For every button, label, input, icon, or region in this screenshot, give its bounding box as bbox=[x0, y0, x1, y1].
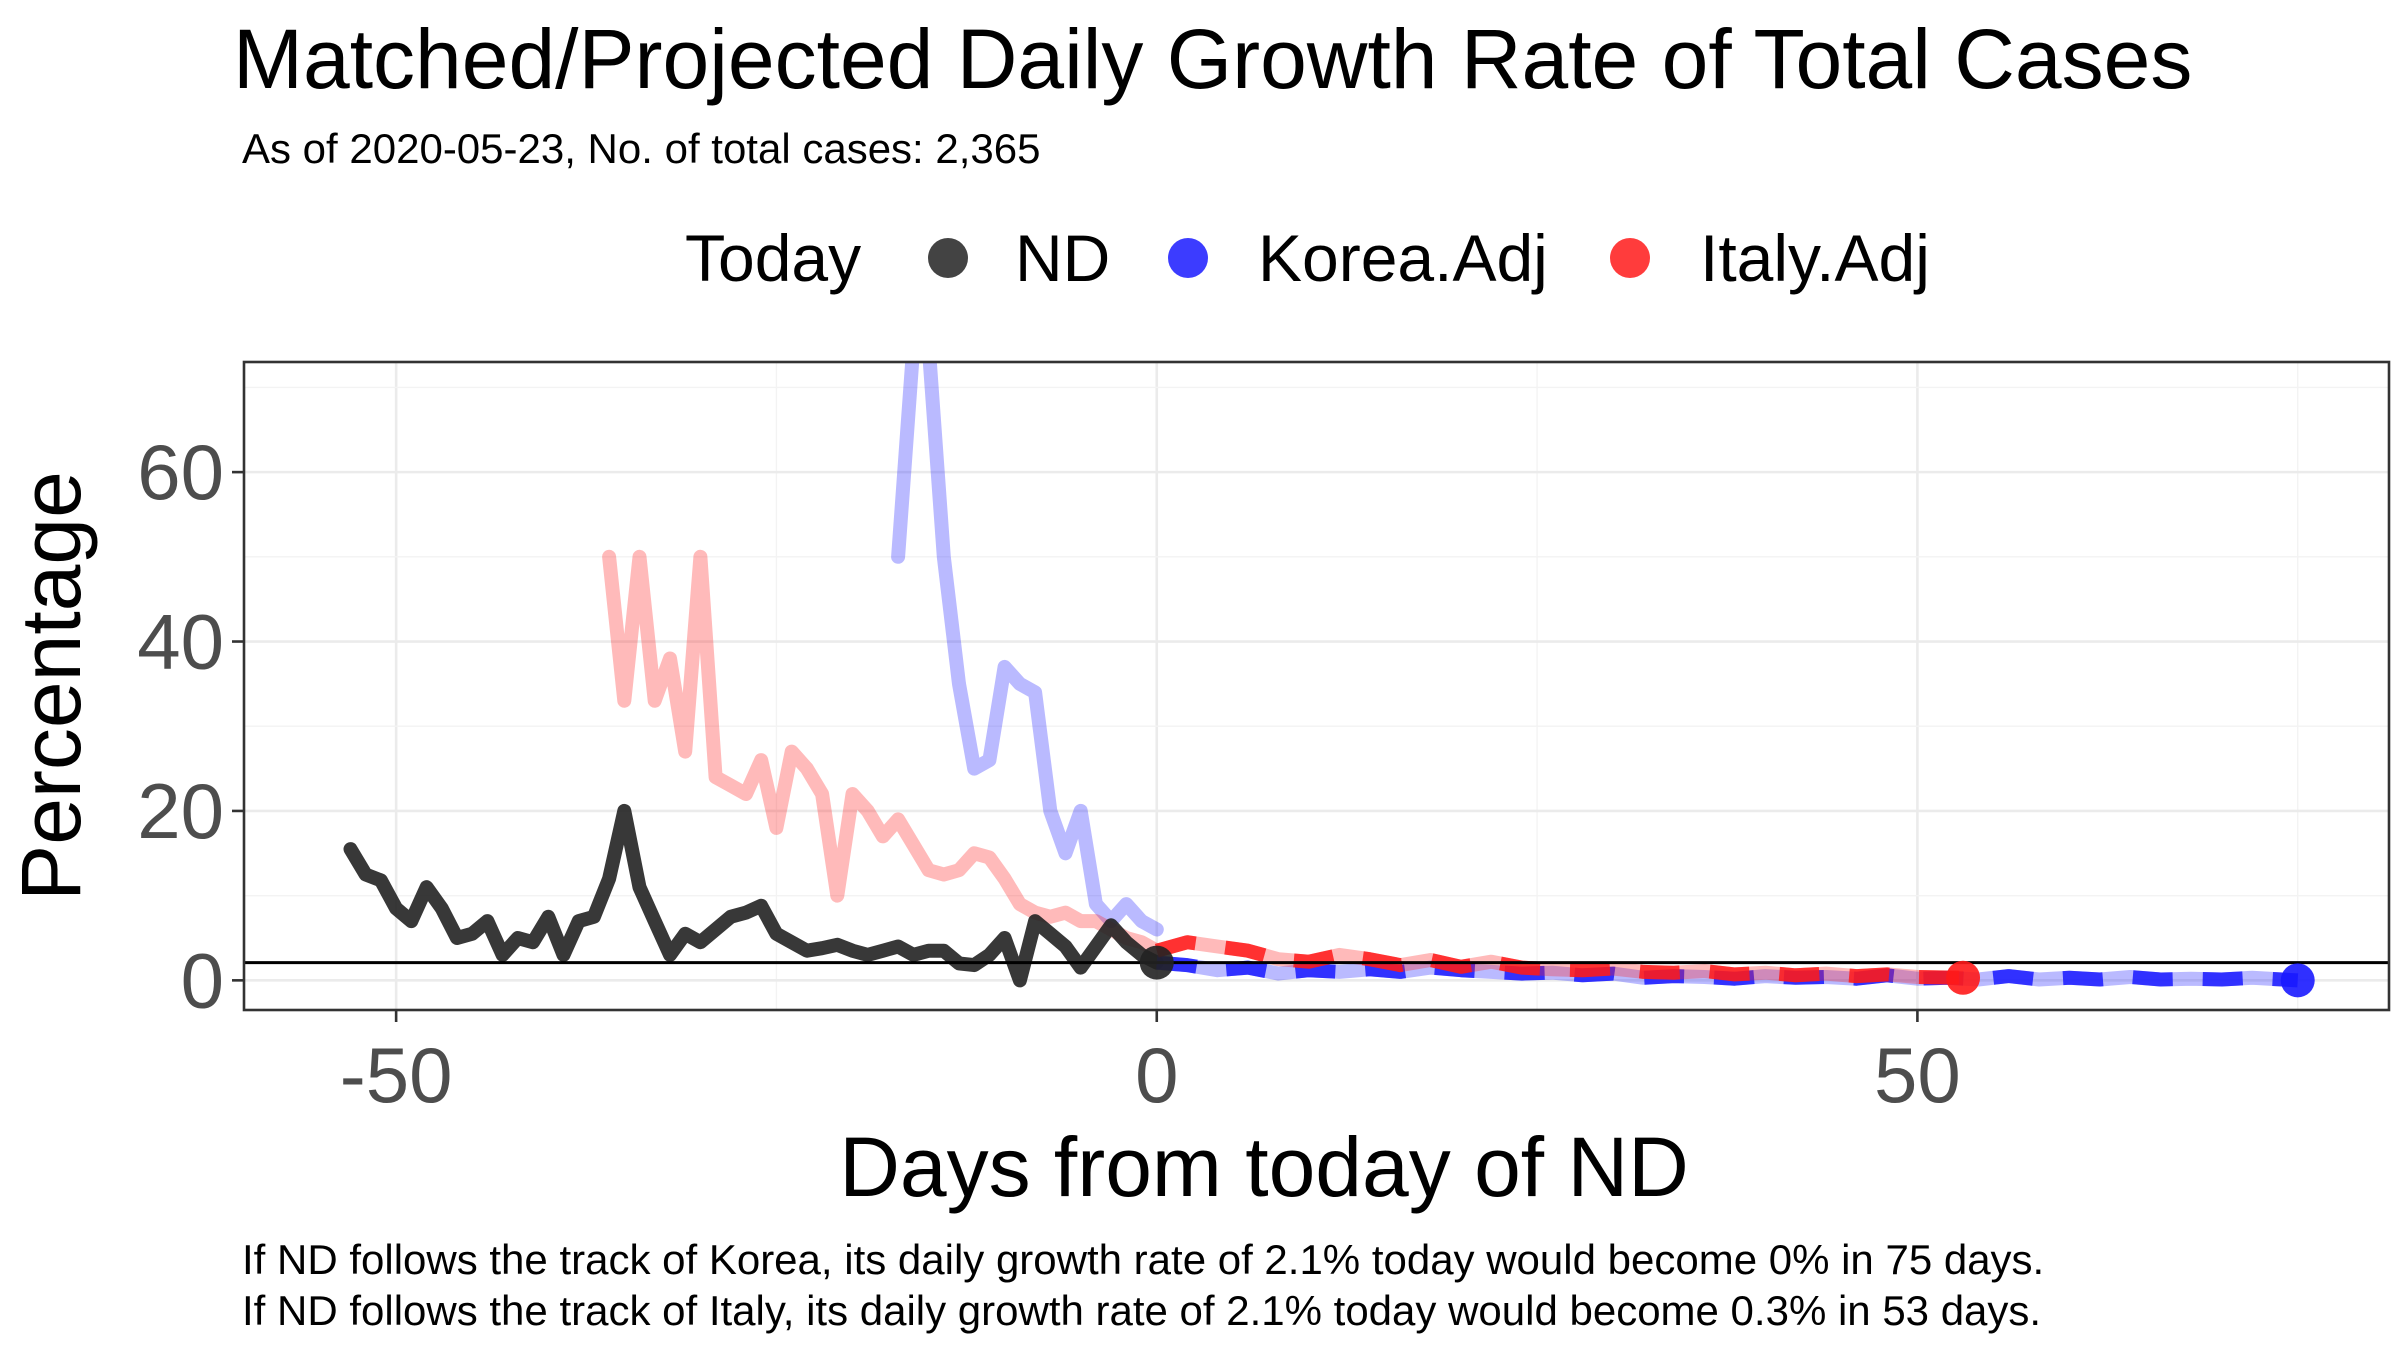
series-nd-history-line bbox=[343, 803, 1164, 988]
x-axis: -50 0 50 bbox=[340, 1010, 1961, 1119]
legend-italy-marker bbox=[1610, 238, 1650, 278]
chart-subtitle: As of 2020-05-23, No. of total cases: 2,… bbox=[242, 125, 1041, 172]
x-axis-title: Days from today of ND bbox=[839, 1120, 1689, 1214]
y-tick-label: 40 bbox=[137, 598, 224, 686]
caption-korea: If ND follows the track of Korea, its da… bbox=[242, 1236, 2044, 1283]
endpoint-italy-adj-marker bbox=[1946, 960, 1981, 995]
plot-background bbox=[244, 362, 2389, 1010]
y-axis: 0 20 40 60 bbox=[137, 428, 244, 1024]
series-italy-adj-history-line bbox=[602, 549, 1164, 958]
series-italy-adj-projection-band bbox=[1154, 935, 1964, 985]
y-tick-label: 20 bbox=[137, 767, 224, 855]
legend-italy-label: Italy.Adj bbox=[1700, 221, 1930, 295]
plot-border bbox=[242, 360, 2391, 1012]
caption-italy: If ND follows the track of Italy, its da… bbox=[242, 1287, 2041, 1334]
chart-title: Matched/Projected Daily Growth Rate of T… bbox=[233, 12, 2192, 106]
endpoint-nd-marker bbox=[1139, 945, 1174, 980]
y-tick-label: 0 bbox=[181, 936, 224, 1024]
endpoint-korea-adj-marker bbox=[2280, 963, 2315, 998]
y-tick-label: 60 bbox=[137, 428, 224, 516]
legend-nd-marker bbox=[928, 238, 968, 278]
legend-korea-marker bbox=[1168, 238, 1208, 278]
grid bbox=[244, 362, 2389, 1010]
x-tick-label: -50 bbox=[340, 1031, 453, 1119]
legend-title: Today bbox=[685, 221, 861, 295]
x-tick-label: 50 bbox=[1874, 1031, 1961, 1119]
x-tick-label: 0 bbox=[1135, 1031, 1178, 1119]
series-italy-adj-projection-line bbox=[1154, 935, 1964, 985]
legend-nd-label: ND bbox=[1015, 221, 1110, 295]
series-korea-adj-history-line bbox=[891, 362, 1164, 937]
legend-korea-label: Korea.Adj bbox=[1258, 221, 1548, 295]
series-layer bbox=[244, 362, 2389, 998]
legend: Today ND Korea.Adj Italy.Adj bbox=[685, 221, 1930, 295]
plot-area bbox=[242, 360, 2391, 1012]
y-axis-title: Percentage bbox=[4, 471, 98, 901]
